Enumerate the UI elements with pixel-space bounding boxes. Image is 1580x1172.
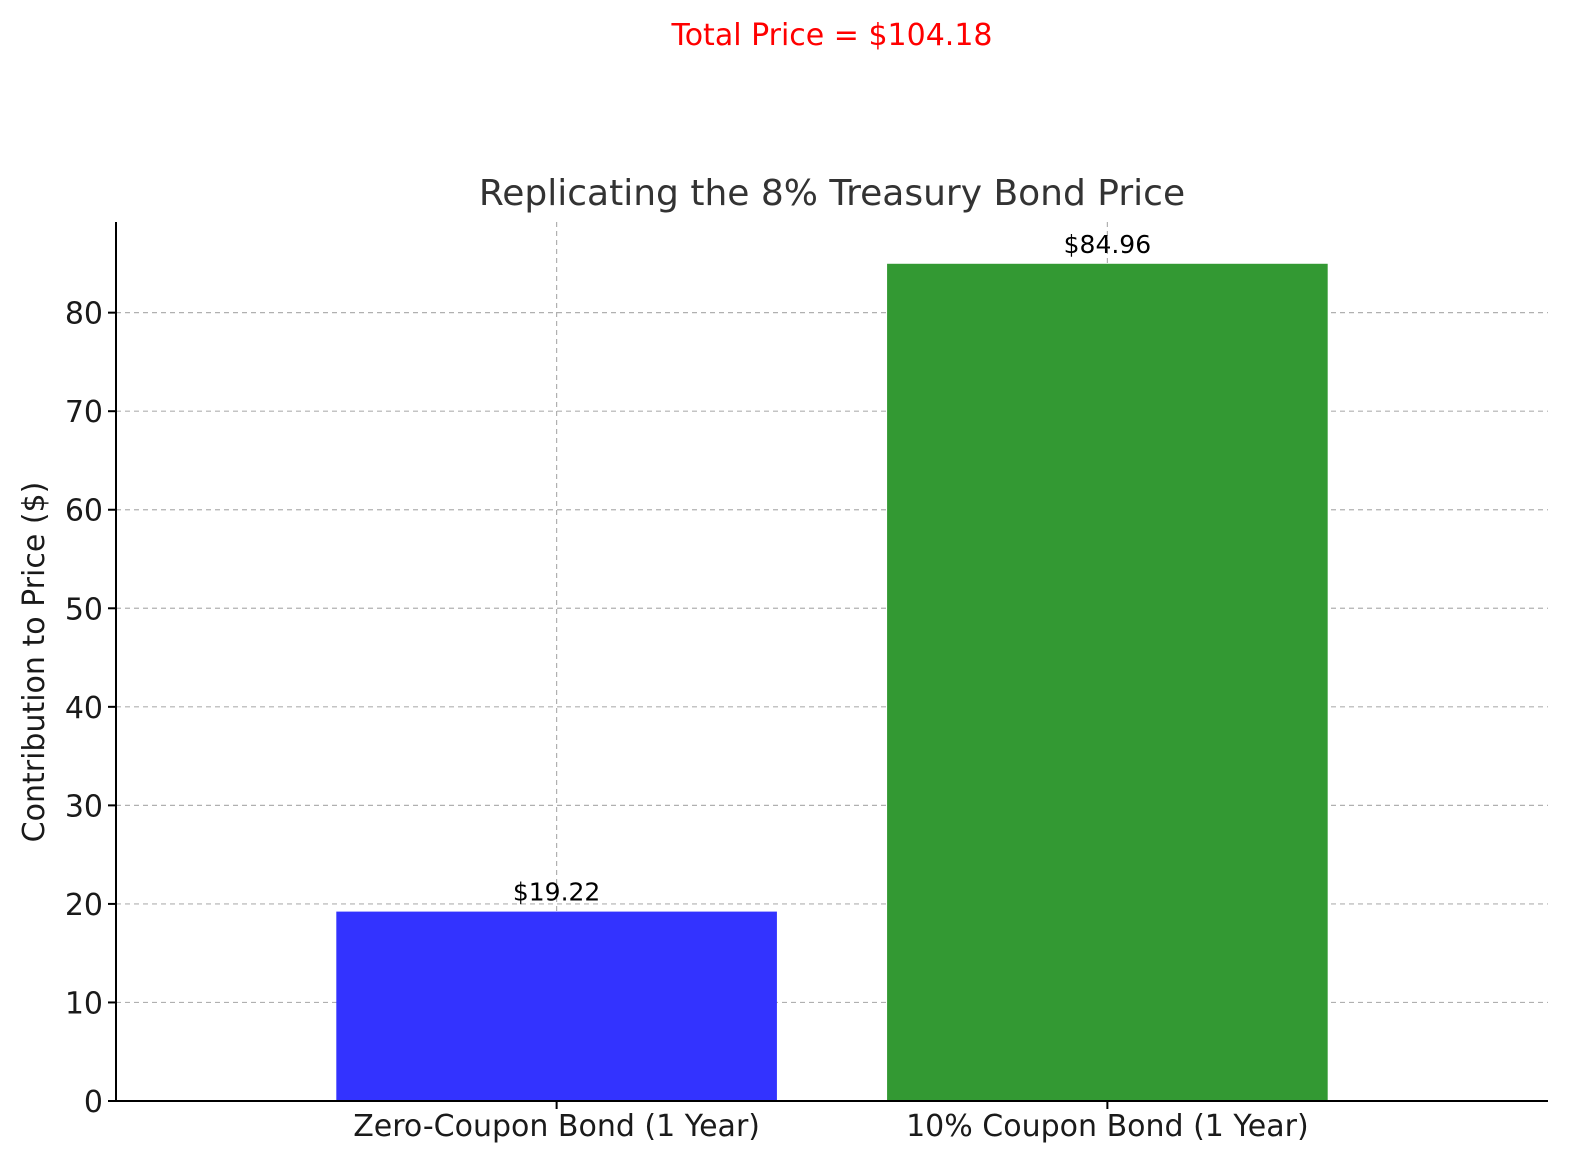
bar-data-label: $19.22 — [513, 878, 600, 907]
x-tick-label: 10% Coupon Bond (1 Year) — [906, 1109, 1309, 1144]
bar — [336, 911, 777, 1101]
y-tick-label: 80 — [65, 297, 103, 332]
y-tick-label: 20 — [65, 888, 103, 923]
y-tick-label: 60 — [65, 494, 103, 529]
y-tick-label: 70 — [65, 395, 103, 430]
x-axis-ticks: Zero-Coupon Bond (1 Year) 10% Coupon Bond… — [353, 1101, 1309, 1144]
y-tick-label: 0 — [84, 1085, 103, 1120]
bar — [887, 263, 1328, 1101]
bars — [336, 263, 1328, 1101]
y-axis-label: Contribution to Price ($) — [17, 482, 52, 843]
data-labels: $19.22 $84.96 — [513, 230, 1151, 907]
y-tick-label: 50 — [65, 592, 103, 627]
y-gridlines — [116, 312, 1548, 1004]
y-tick-label: 10 — [65, 986, 103, 1021]
x-tick-label: Zero-Coupon Bond (1 Year) — [353, 1109, 760, 1144]
chart-title: Replicating the 8% Treasury Bond Price — [479, 173, 1185, 214]
y-tick-label: 30 — [65, 789, 103, 824]
y-axis-ticks: 0 10 20 30 40 50 60 70 80 — [65, 297, 116, 1120]
y-tick-label: 40 — [65, 691, 103, 726]
bar-data-label: $84.96 — [1064, 230, 1151, 259]
total-price-annotation: Total Price = $104.18 — [670, 18, 992, 53]
